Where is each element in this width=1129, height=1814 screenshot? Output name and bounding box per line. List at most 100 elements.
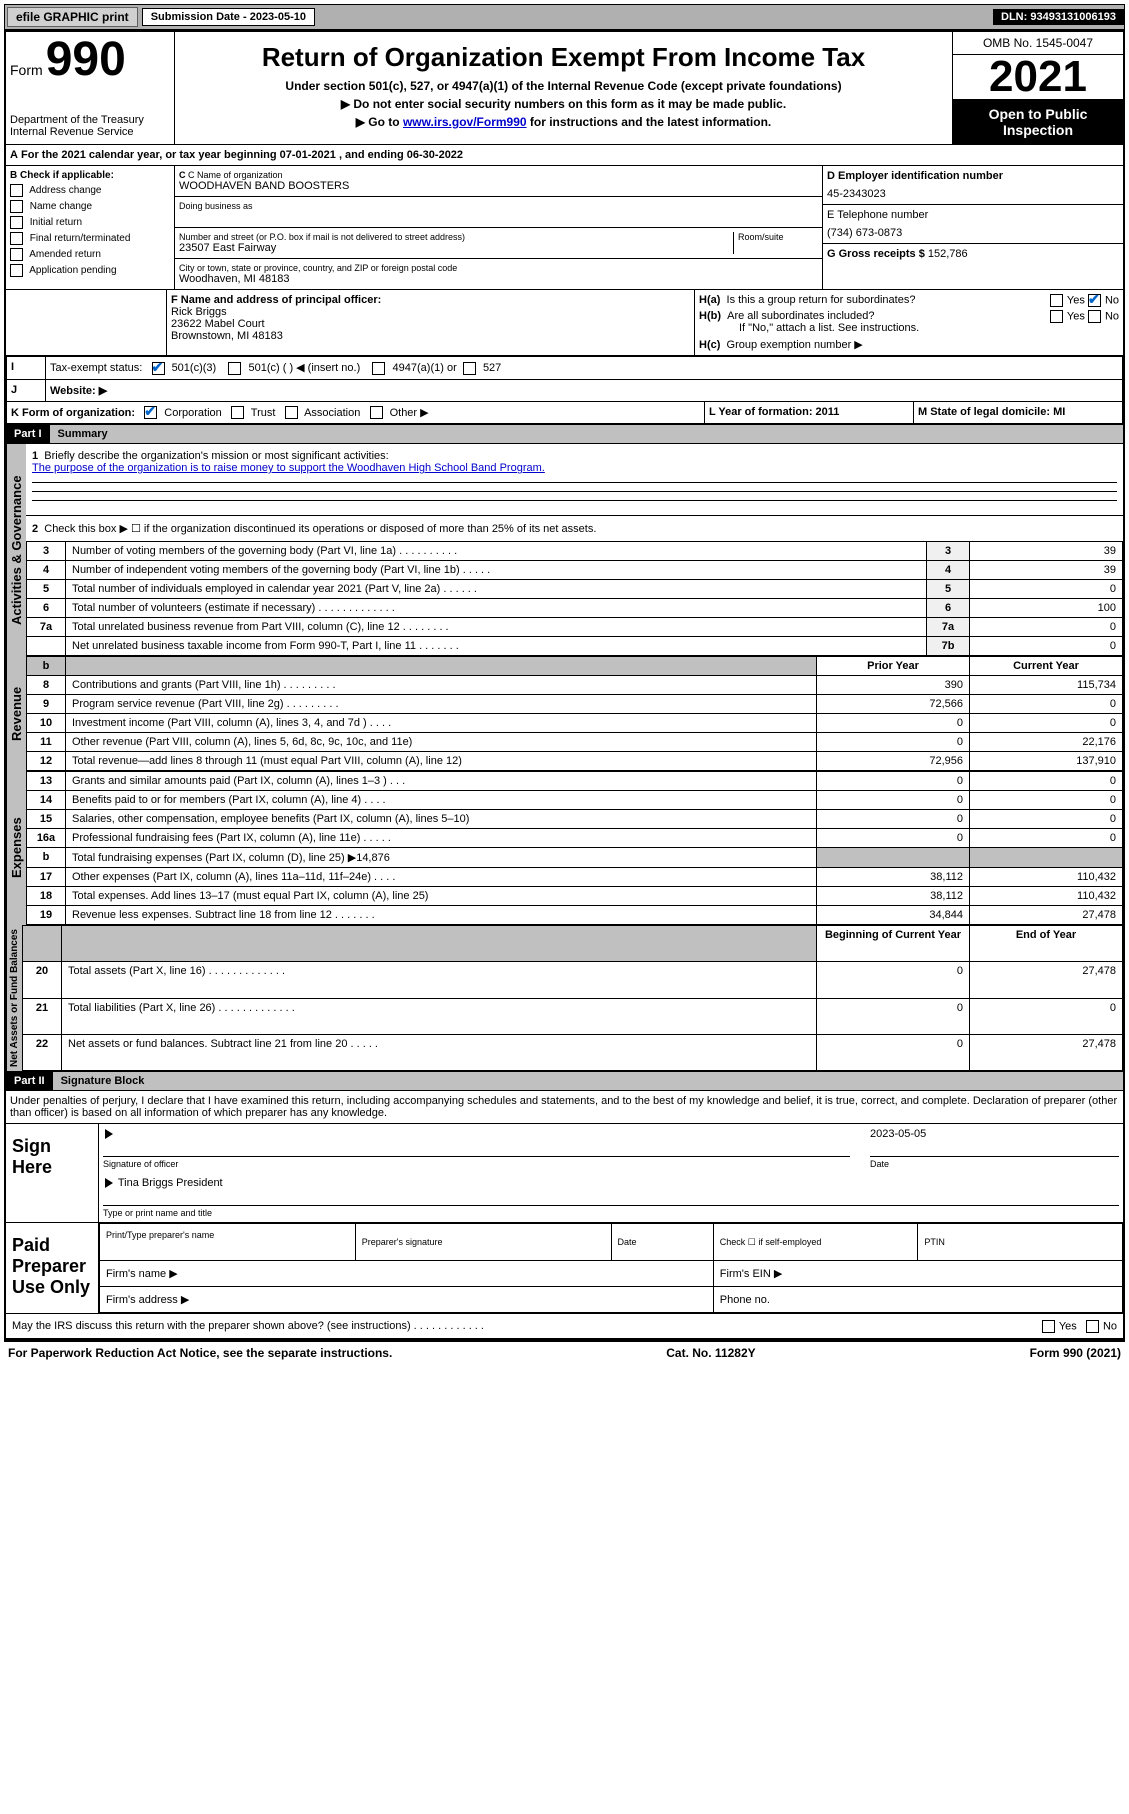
hb-yes-checkbox[interactable] [1050,310,1063,323]
revenue-section: Revenue b Prior Year Current Year 8Contr… [6,656,1123,771]
may-irs-no-checkbox[interactable] [1086,1320,1099,1333]
net-assets-table: Beginning of Current Year End of Year 20… [22,925,1123,1071]
k-assoc-checkbox[interactable] [285,406,298,419]
k-opt-1: Trust [251,407,276,419]
k-opt-0: Corporation [164,407,221,419]
page-footer: For Paperwork Reduction Act Notice, see … [4,1342,1125,1364]
ag-table: 3Number of voting members of the governi… [26,541,1123,656]
line-a: A For the 2021 calendar year, or tax yea… [6,145,1123,166]
col-prior: Prior Year [817,657,970,676]
d-label: D Employer identification number [827,170,1003,182]
i-527-checkbox[interactable] [463,362,476,375]
officer-addr1: 23622 Mabel Court [171,318,690,330]
hb-no-checkbox[interactable] [1088,310,1101,323]
officer-addr2: Brownstown, MI 48183 [171,330,690,342]
sign-here-label: Sign Here [6,1124,99,1222]
efile-print-button[interactable]: efile GRAPHIC print [7,7,138,27]
tax-year: 2021 [953,55,1123,100]
expenses-table: 13Grants and similar amounts paid (Part … [26,771,1123,925]
may-irs-text: May the IRS discuss this return with the… [12,1320,484,1332]
k-opt-3: Other ▶ [390,407,429,419]
exp-side-label: Expenses [6,771,26,925]
yes-label: Yes [1059,1321,1077,1333]
dept-treasury: Department of the Treasury [10,114,170,126]
ptin-label: PTIN [924,1237,1116,1247]
form-subtitle-3: ▶ Go to www.irs.gov/Form990 for instruct… [179,115,948,129]
irs-label: Internal Revenue Service [10,126,170,138]
h-note: If "No," attach a list. See instructions… [739,322,1119,334]
col-beg: Beginning of Current Year [817,926,970,962]
b-checkbox[interactable] [10,216,23,229]
prep-selfemp-label: Check ☐ if self-employed [720,1237,912,1248]
part1-title: Summary [50,425,1123,443]
b-checkbox[interactable] [10,248,23,261]
bcdeg-block: B Check if applicable: Address change Na… [6,166,1123,290]
firm-phone-label: Phone no. [720,1294,770,1306]
expenses-section: Expenses 13Grants and similar amounts pa… [6,771,1123,925]
prep-sig-label: Preparer's signature [362,1237,605,1247]
form-subtitle-2: ▶ Do not enter social security numbers o… [179,97,948,111]
form-frame: Form 990 Department of the Treasury Inte… [4,30,1125,1342]
open-inspection-badge: Open to Public Inspection [953,100,1123,144]
footer-right: Form 990 (2021) [1030,1346,1121,1360]
form-subtitle-1: Under section 501(c), 527, or 4947(a)(1)… [179,79,948,93]
col-end: End of Year [970,926,1123,962]
i-opt-3: 527 [483,362,501,374]
b-checkbox[interactable] [10,200,23,213]
footer-left: For Paperwork Reduction Act Notice, see … [8,1346,392,1360]
col-curr: Current Year [970,657,1123,676]
firm-name-label: Firm's name ▶ [106,1268,178,1280]
city-val: Woodhaven, MI 48183 [179,273,818,285]
part2-hdr: Part II [6,1072,53,1090]
perjury-declaration: Under penalties of perjury, I declare th… [6,1091,1123,1124]
k-corp-checkbox[interactable] [144,406,157,419]
hc-text: Group exemption number ▶ [727,339,863,351]
officer-name-title: Tina Briggs President [118,1177,223,1189]
ha-no-checkbox[interactable] [1088,294,1101,307]
j-label: Website: ▶ [50,385,107,397]
org-name: WOODHAVEN BAND BOOSTERS [179,180,818,192]
q2-text: Check this box ▶ ☐ if the organization d… [44,523,596,535]
k-trust-checkbox[interactable] [231,406,244,419]
firm-addr-label: Firm's address ▶ [106,1294,189,1306]
paid-preparer-table: Print/Type preparer's name Preparer's si… [99,1223,1123,1313]
b-checkbox[interactable] [10,264,23,277]
q1-text: Briefly describe the organization's miss… [44,450,388,462]
c-name-label: C Name of organization [188,170,283,180]
paid-preparer-row: Paid Preparer Use Only Print/Type prepar… [6,1223,1123,1314]
section-deg: D Employer identification number 45-2343… [822,166,1123,289]
i-501c-checkbox[interactable] [228,362,241,375]
na-side-label: Net Assets or Fund Balances [6,925,22,1071]
name-title-label: Type or print name and title [103,1208,1119,1218]
i-501c3-checkbox[interactable] [152,362,165,375]
sub3-post: for instructions and the latest informat… [527,115,772,129]
city-label: City or town, state or province, country… [179,263,818,273]
g-label: G Gross receipts $ [827,248,925,260]
b-checkbox[interactable] [10,232,23,245]
may-irs-yes-checkbox[interactable] [1042,1320,1055,1333]
irs-link[interactable]: www.irs.gov/Form990 [403,115,527,129]
k-other-checkbox[interactable] [370,406,383,419]
f-h-block: F Name and address of principal officer:… [6,290,1123,356]
street-label: Number and street (or P.O. box if mail i… [179,232,729,242]
ijklm-block: I Tax-exempt status: 501(c)(3) 501(c) ( … [6,356,1123,424]
name-arrow-icon [105,1178,113,1188]
l-label: L Year of formation: 2011 [709,406,839,418]
signature-arrow-icon [105,1129,113,1139]
m-label: M State of legal domicile: MI [918,406,1065,418]
q1-answer: The purpose of the organization is to ra… [32,462,545,474]
i-opt-1: 501(c) ( ) ◀ (insert no.) [248,362,360,374]
ha-yes-checkbox[interactable] [1050,294,1063,307]
paid-preparer-label: Paid Preparer Use Only [6,1223,99,1313]
prep-name-label: Print/Type preparer's name [106,1230,349,1240]
rev-side-label: Revenue [6,656,26,771]
form-title: Return of Organization Exempt From Incom… [179,42,948,73]
section-c: C C Name of organization WOODHAVEN BAND … [175,166,822,289]
sub3-pre: ▶ Go to [356,115,403,129]
prep-date-label: Date [618,1237,707,1247]
i-4947-checkbox[interactable] [372,362,385,375]
phone-val: (734) 673-0873 [827,227,1119,239]
net-assets-section: Net Assets or Fund Balances Beginning of… [6,925,1123,1071]
part1-hdr: Part I [6,425,50,443]
b-checkbox[interactable] [10,184,23,197]
